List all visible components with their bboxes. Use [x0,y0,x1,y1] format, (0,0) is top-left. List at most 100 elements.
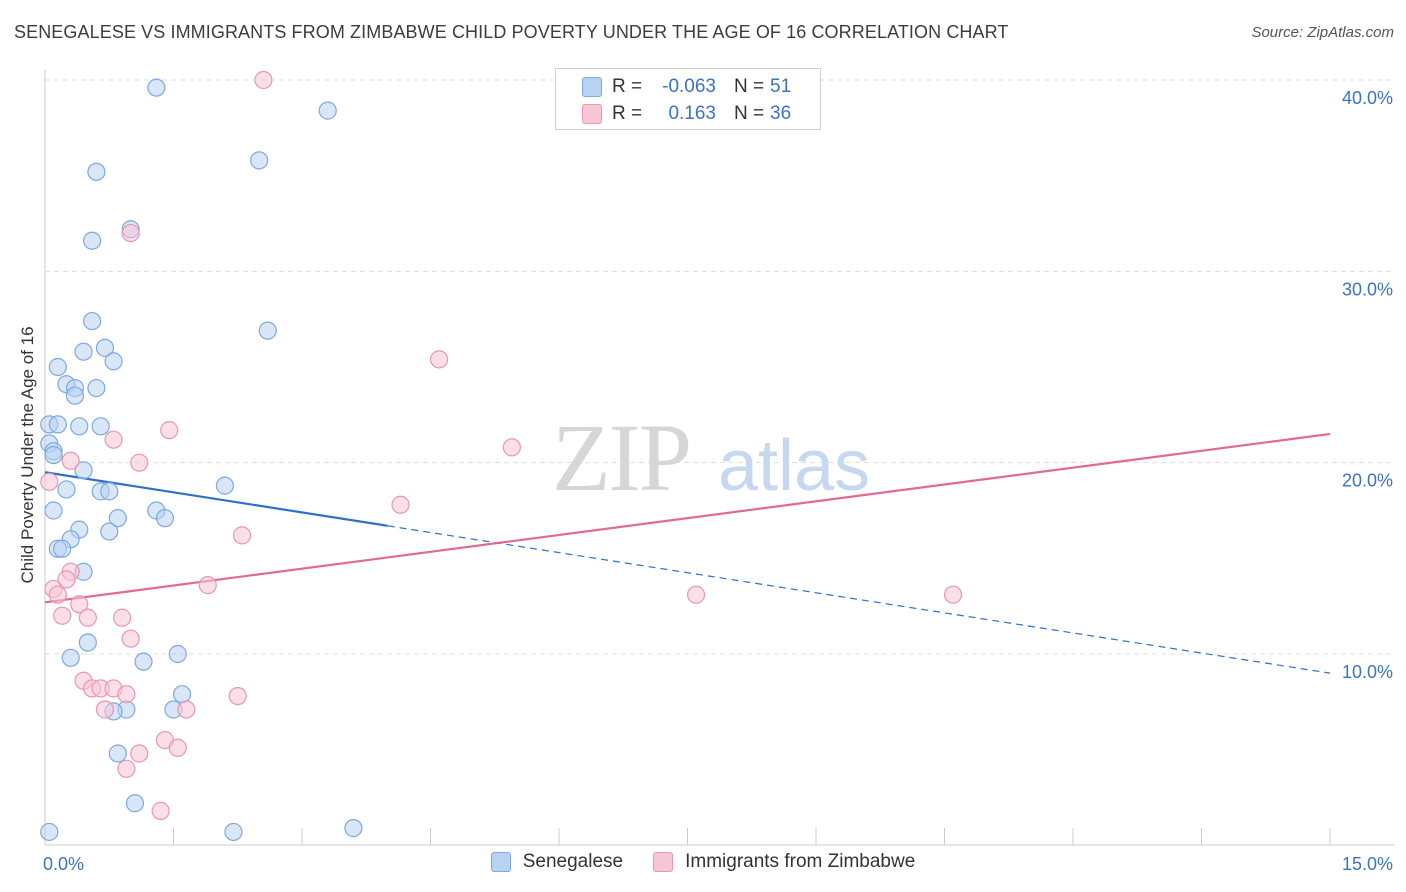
senegalese-point [83,311,102,331]
legend-row-senegalese: R = -0.063 N = 51 [582,74,791,100]
y-tick-label: 30.0% [1342,279,1393,299]
zimbabwe-point [160,421,179,440]
senegalese-point [57,480,76,499]
senegalese-point [40,822,59,842]
source-label: Source: ZipAtlas.com [1251,24,1394,41]
legend-item-zimbabwe[interactable]: Immigrants from Zimbabwe [653,851,915,873]
watermark-atlas: atlas [718,426,870,506]
zimbabwe-point [130,744,149,763]
zimbabwe-point [943,585,963,604]
senegalese-point [125,794,145,813]
zimbabwe-point [177,700,196,719]
zimbabwe-point [57,570,76,589]
senegalese-point [70,417,89,436]
zimbabwe-point [502,438,521,457]
series-legend: Senegalese Immigrants from Zimbabwe [0,851,1406,873]
senegalese-point [65,386,85,405]
legend-item-senegalese[interactable]: Senegalese [490,851,624,873]
legend-n-value: 36 [770,103,792,124]
senegalese-point [53,539,72,558]
legend-row-zimbabwe: R = 0.163 N = 36 [582,101,791,127]
zimbabwe-point [198,576,217,595]
zimbabwe-point [254,70,273,90]
legend-swatch-blue [490,852,511,872]
senegalese-point [100,482,119,501]
trend-lines [44,432,1331,674]
zimbabwe-point [70,595,89,614]
senegalese-point [44,445,63,465]
senegalese-point [83,231,102,250]
y-axis-label: Child Poverty Under the Age of 16 [18,326,37,584]
legend-r-label: R = [612,103,643,124]
legend-r-value: 0.163 [668,103,716,124]
legend-label-senegalese: Senegalese [522,851,624,872]
y-tick-label: 10.0% [1342,662,1393,682]
grid-layer [45,79,1395,655]
correlation-legend: R = -0.063 N = 51 R = 0.163 N = 36 [555,68,821,130]
zimbabwe-point [686,585,706,604]
x-tick-label: 15.0% [1342,854,1393,874]
senegalese-point [48,415,67,434]
legend-label-zimbabwe: Immigrants from Zimbabwe [685,851,916,872]
senegalese-point [344,819,363,838]
senegalese-point [74,342,93,361]
senegalese-trend-line [44,471,388,527]
legend-n-label: N = [734,103,765,124]
zimbabwe-point [78,608,97,627]
y-tick-label: 40.0% [1342,88,1393,108]
senegalese-point [108,509,127,528]
senegalese-point [147,78,166,97]
zimbabwe-point [48,585,67,604]
legend-swatch-pink [582,104,602,124]
x-tick-label: 0.0% [43,854,84,874]
senegalese-point [48,357,67,377]
watermark-zip: ZIP [552,404,690,511]
senegalese-point [318,101,337,120]
zimbabwe-point [429,350,449,369]
chart-title: SENEGALESE VS IMMIGRANTS FROM ZIMBABWE C… [14,22,1009,42]
zimbabwe-point [121,629,140,648]
zimbabwe-point [168,738,187,757]
data-points [40,70,963,842]
zimbabwe-point [391,495,410,514]
zimbabwe-point [53,606,72,625]
senegalese-point [87,162,106,181]
senegalese-point [91,417,110,436]
legend-r-label: R = [612,76,643,97]
legend-n-value: 51 [770,76,792,97]
senegalese-point [134,652,153,671]
zimbabwe-point [232,526,252,545]
senegalese-point [258,321,277,340]
legend-r-value: -0.063 [662,76,716,97]
senegalese-point [104,352,123,371]
zimbabwe-point [40,472,59,491]
senegalese-point [215,476,234,495]
senegalese-point [168,644,187,664]
senegalese-point [100,522,119,541]
legend-n-label: N = [734,76,765,97]
legend-swatch-pink [653,852,674,872]
senegalese-point [78,633,97,652]
zimbabwe-point [228,686,247,706]
senegalese-point [44,501,63,520]
senegalese-point [172,685,192,704]
y-tick-label: 20.0% [1342,471,1393,491]
zimbabwe-point [151,801,170,820]
legend-swatch-blue [582,77,602,97]
senegalese-point [61,648,80,667]
watermark: ZIP atlas [552,404,870,511]
senegalese-point [74,461,93,480]
zimbabwe-point [117,685,136,704]
senegalese-point [87,378,106,398]
senegalese-point [108,744,127,763]
senegalese-trend-extension [387,525,1331,674]
senegalese-point [250,151,269,170]
zimbabwe-point [112,608,132,627]
senegalese-point [95,338,115,357]
zimbabwe-point [130,453,149,472]
zimbabwe-trend-line [44,432,1331,604]
zimbabwe-point [117,759,136,778]
zimbabwe-point [104,430,123,449]
zimbabwe-point [61,451,80,470]
